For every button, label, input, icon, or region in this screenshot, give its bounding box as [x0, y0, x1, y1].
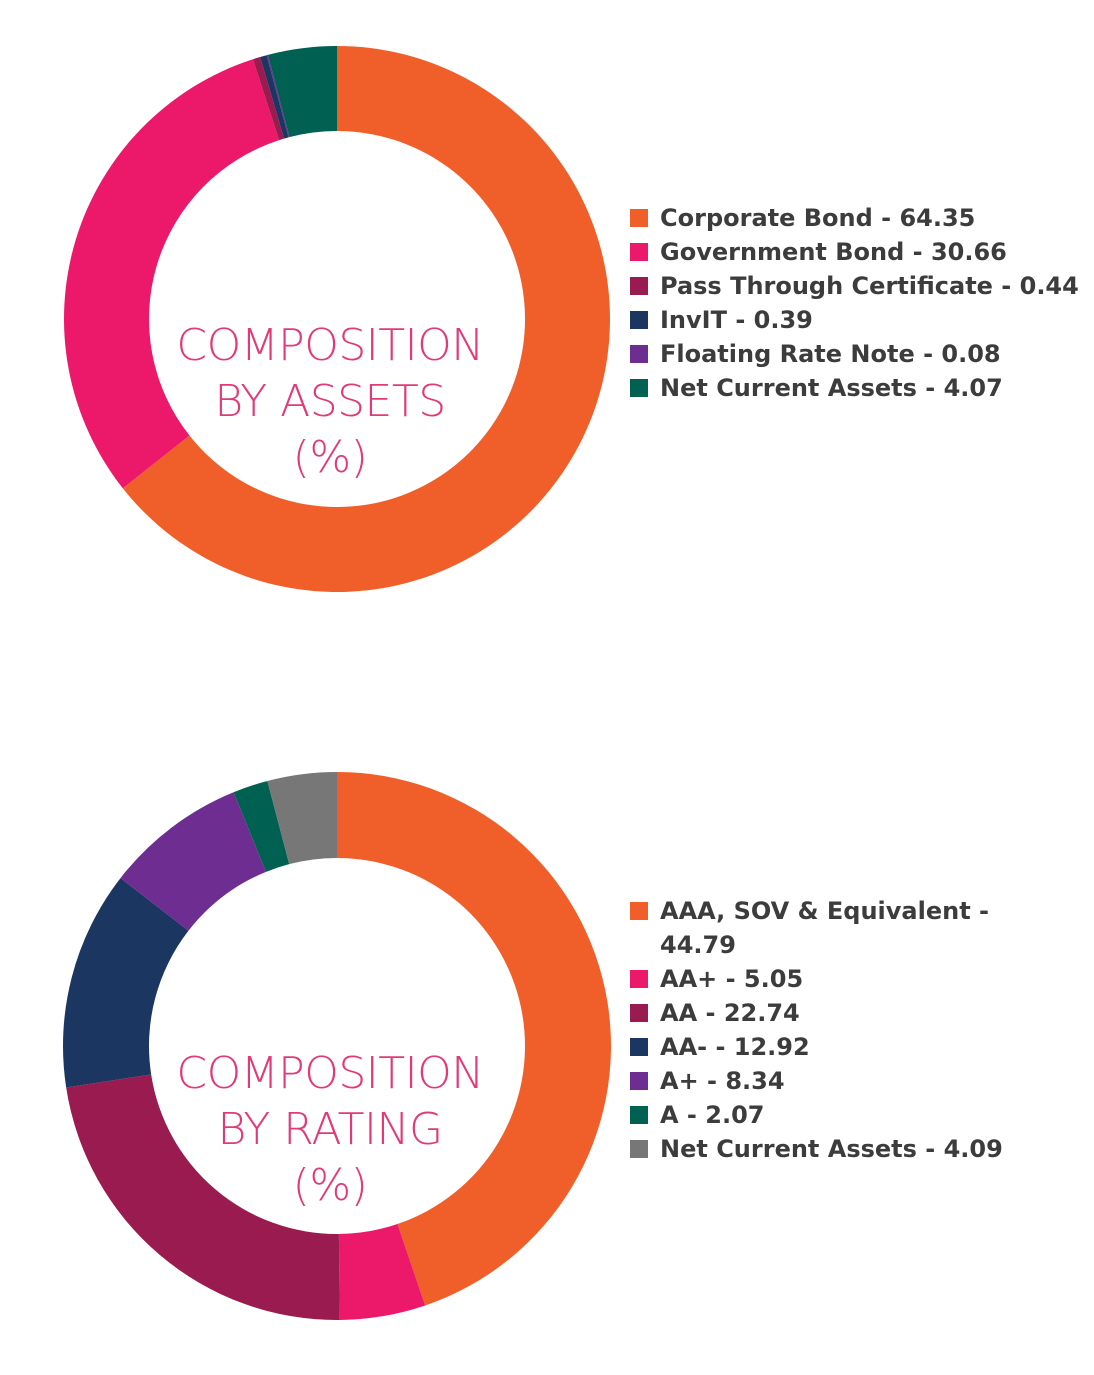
rating-center-title: COMPOSITION BY RATING (%) [130, 1046, 530, 1214]
legend-swatch [630, 345, 648, 363]
legend-swatch [630, 277, 648, 295]
rating-legend-item: Net Current Assets - 4.09 [630, 1132, 1080, 1166]
assets-slice [252, 57, 285, 141]
assets-slice [260, 55, 289, 139]
legend-swatch [630, 1140, 648, 1158]
legend-label: AA - 22.74 [660, 999, 800, 1027]
legend-label: InvIT - 0.39 [660, 306, 813, 334]
assets-legend-item: Corporate Bond - 64.35 [630, 201, 1080, 235]
rating-title-line-1: COMPOSITION [176, 1048, 484, 1099]
rating-donut [63, 772, 612, 1320]
legend-swatch [630, 1072, 648, 1090]
legend-label: Net Current Assets - 4.07 [660, 374, 1003, 402]
rating-slice [233, 780, 290, 872]
legend-swatch [630, 311, 648, 329]
rating-slice [337, 772, 612, 1306]
legend-label: Net Current Assets - 4.09 [660, 1135, 1003, 1163]
rating-slice [267, 772, 337, 865]
assets-slice [122, 46, 611, 592]
rating-slice [66, 1074, 340, 1320]
assets-chart: COMPOSITION BY ASSETS (%) Corporate Bond… [0, 0, 1094, 640]
assets-slice [64, 59, 280, 489]
legend-label: AA+ - 5.05 [660, 965, 804, 993]
assets-legend-item: Floating Rate Note - 0.08 [630, 337, 1080, 371]
rating-legend-item: A+ - 8.34 [630, 1064, 1080, 1098]
legend-swatch [630, 1004, 648, 1022]
rating-title-line-2: BY RATING [217, 1104, 443, 1155]
assets-donut [64, 46, 611, 592]
rating-legend-item: AA+ - 5.05 [630, 962, 1080, 996]
rating-slice [120, 792, 267, 931]
assets-legend: Corporate Bond - 64.35 Government Bond -… [630, 201, 1080, 405]
assets-legend-item: Pass Through Certificate - 0.44 [630, 269, 1080, 303]
assets-legend-item: Government Bond - 30.66 [630, 235, 1080, 269]
assets-slice [267, 46, 337, 138]
legend-label: Corporate Bond - 64.35 [660, 204, 976, 232]
rating-legend-item: AA - 22.74 [630, 996, 1080, 1030]
legend-label: Government Bond - 30.66 [660, 238, 1007, 266]
rating-slice [338, 1224, 426, 1320]
rating-legend-item: AAA, SOV & Equivalent - 44.79 [630, 894, 1000, 962]
rating-slice [63, 878, 189, 1088]
assets-title-line-1: COMPOSITION [176, 320, 484, 371]
legend-swatch [630, 1038, 648, 1056]
legend-swatch [630, 209, 648, 227]
legend-label: A - 2.07 [660, 1101, 765, 1129]
legend-label: AAA, SOV & Equivalent - 44.79 [660, 897, 990, 959]
legend-swatch [630, 1106, 648, 1124]
legend-swatch [630, 902, 648, 920]
assets-legend-item: Net Current Assets - 4.07 [630, 371, 1080, 405]
assets-center-title: COMPOSITION BY ASSETS (%) [130, 318, 530, 486]
legend-label: Floating Rate Note - 0.08 [660, 340, 1001, 368]
assets-slice [266, 54, 290, 138]
assets-title-line-3: (%) [292, 432, 368, 483]
legend-swatch [630, 970, 648, 988]
legend-label: A+ - 8.34 [660, 1067, 785, 1095]
assets-legend-item: InvIT - 0.39 [630, 303, 1080, 337]
rating-legend-item: AA- - 12.92 [630, 1030, 1080, 1064]
legend-label: Pass Through Certificate - 0.44 [660, 272, 1079, 300]
legend-swatch [630, 379, 648, 397]
rating-chart: COMPOSITION BY RATING (%) AAA, SOV & Equ… [0, 700, 1094, 1340]
assets-title-line-2: BY ASSETS [214, 376, 446, 427]
rating-legend: AAA, SOV & Equivalent - 44.79 AA+ - 5.05… [630, 894, 1080, 1166]
rating-legend-item: A - 2.07 [630, 1098, 1080, 1132]
legend-swatch [630, 243, 648, 261]
legend-label: AA- - 12.92 [660, 1033, 810, 1061]
rating-title-line-3: (%) [292, 1160, 368, 1211]
